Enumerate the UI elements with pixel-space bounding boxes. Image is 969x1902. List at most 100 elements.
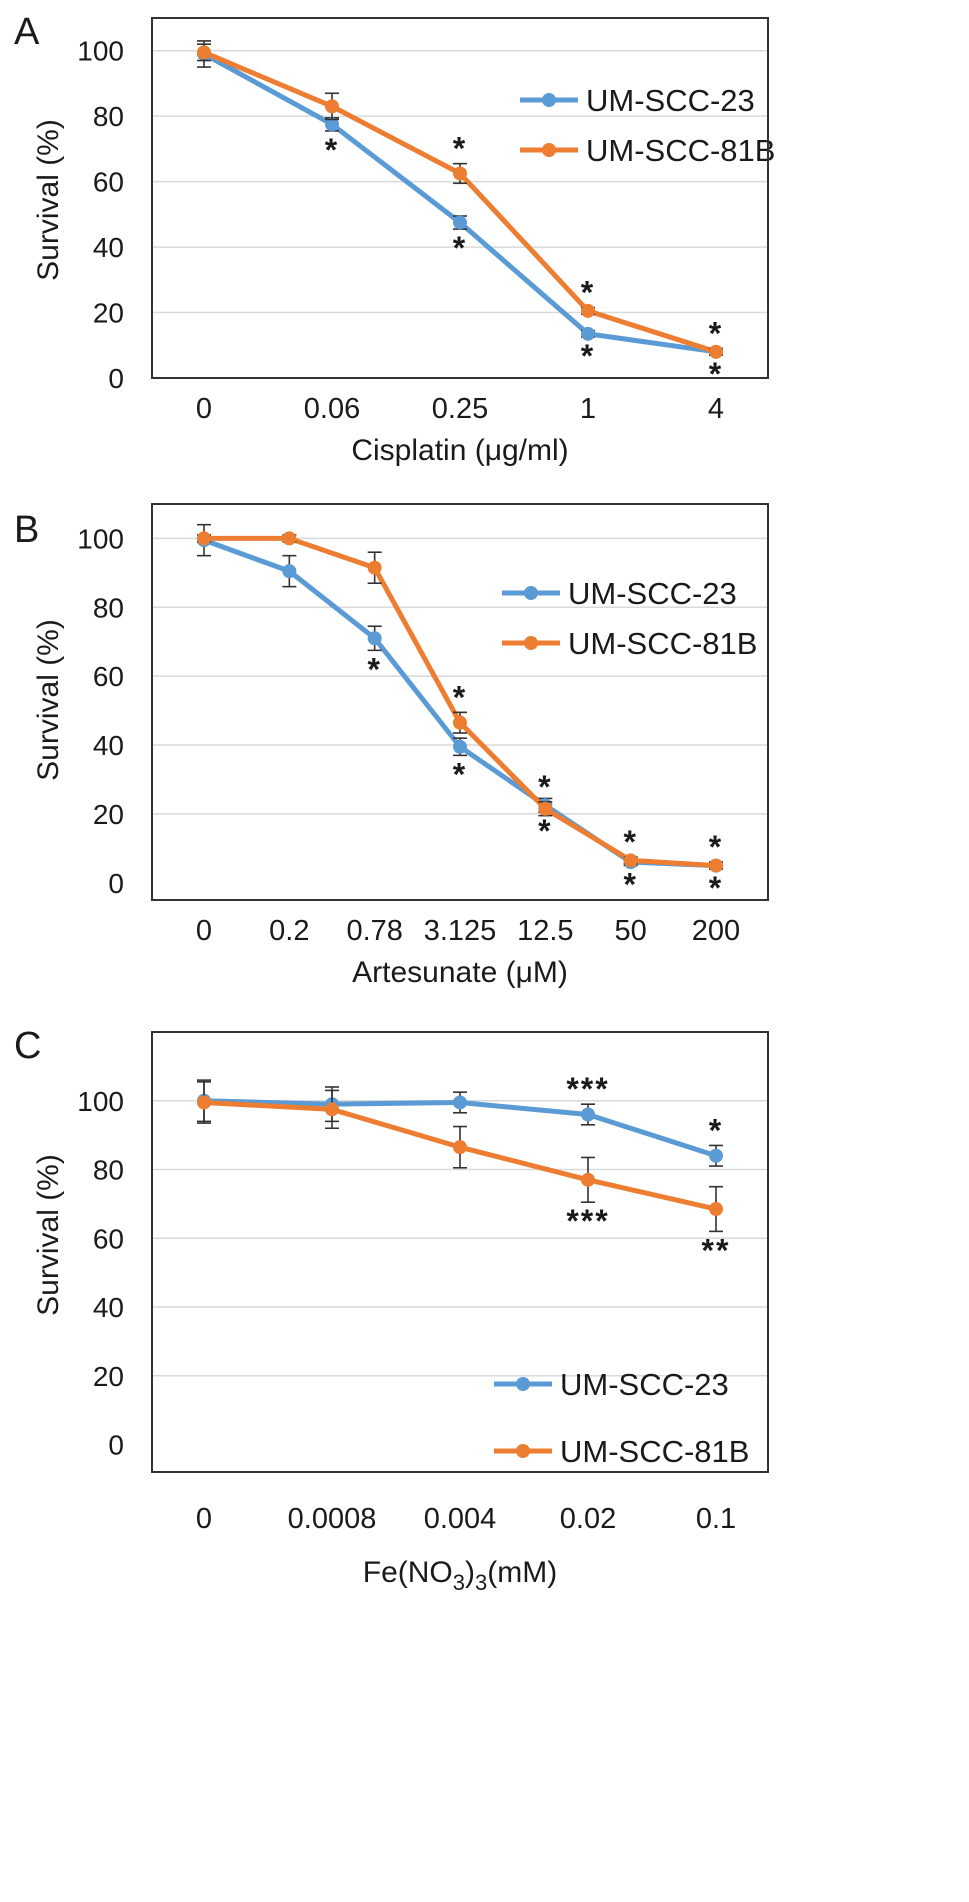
x-tick-label: 50 (615, 915, 647, 947)
data-point (325, 117, 339, 132)
significance-mark: *** (566, 1071, 609, 1107)
significance-mark: * (581, 338, 595, 374)
legend: UM-SCC-23 UM-SCC-81B (502, 576, 757, 661)
x-tick-label: 0.004 (424, 1503, 497, 1535)
significance-mark: * (453, 756, 467, 792)
y-tick-label: 60 (93, 1223, 124, 1254)
data-point (325, 1102, 339, 1117)
x-axis-label: Artesunate (μM) (352, 956, 568, 989)
significance-mark: * (709, 1112, 723, 1148)
series-um-scc-23: **** (197, 1071, 723, 1167)
series-um-scc-81b: * * * * (197, 531, 723, 873)
y-tick-label: 100 (77, 36, 124, 67)
y-tick-label: 100 (77, 523, 124, 554)
legend-swatch-marker (524, 586, 538, 600)
data-point (453, 1140, 467, 1155)
chart-panel-B: B 0 20 40 60 80 100 0 0.2 0.78 3.125 12.5 50 200 Survi… (14, 503, 769, 989)
significance-mark: * (623, 824, 637, 860)
series-um-scc-81b: * * * (197, 43, 723, 359)
significance-mark: *** (566, 1203, 609, 1239)
y-tick-label: 0 (108, 363, 124, 394)
significance-mark: * (538, 813, 552, 849)
x-tick-label: 4 (708, 393, 724, 425)
significance-mark: * (709, 316, 723, 352)
significance-mark: * (453, 679, 467, 715)
x-axis-label-part: ) (465, 1556, 475, 1589)
y-tick-label: 20 (93, 799, 124, 830)
x-axis-label-part: 3 (453, 1570, 465, 1595)
legend-swatch-marker (524, 636, 538, 650)
legend-swatch-marker (516, 1377, 530, 1391)
data-point (453, 739, 467, 754)
x-axis-label-part: (mM) (487, 1556, 557, 1589)
data-point (581, 1107, 595, 1122)
series-um-scc-23: * * * * (197, 40, 723, 392)
significance-mark: * (581, 275, 595, 311)
y-tick-label: 40 (93, 1292, 124, 1323)
chart-panel-C: C 0 20 40 60 80 100 0 0.0008 0.004 0.02 0.1 Survival… (14, 1025, 769, 1595)
significance-mark: ** (702, 1232, 731, 1268)
chart-panel-A: A 0 20 40 60 80 100 0 0.06 0.25 1 4 Survival (%) Cisp… (14, 11, 775, 467)
data-point (709, 344, 723, 359)
y-tick-label: 40 (93, 730, 124, 761)
significance-mark: * (367, 651, 381, 687)
y-tick-label: 0 (108, 868, 124, 899)
y-tick-label: 20 (93, 1361, 124, 1392)
legend-entry: UM-SCC-23 (586, 83, 755, 118)
significance-mark: * (325, 132, 339, 168)
legend: UM-SCC-23 UM-SCC-81B (494, 1367, 749, 1469)
x-tick-label: 0.78 (346, 915, 402, 947)
y-tick-label: 80 (93, 101, 124, 132)
data-point (709, 1202, 723, 1217)
x-tick-label: 0.02 (560, 1503, 616, 1535)
x-tick-label: 0.1 (696, 1503, 736, 1535)
data-point (623, 853, 638, 868)
data-point (197, 531, 211, 546)
x-tick-label: 0 (196, 393, 212, 425)
y-tick-label: 100 (77, 1086, 124, 1117)
data-point (453, 166, 467, 181)
data-point (538, 801, 553, 816)
legend-entry: UM-SCC-23 (560, 1367, 729, 1402)
legend-swatch-marker (516, 1444, 530, 1458)
legend-swatch-marker (542, 143, 556, 157)
significance-mark: * (453, 230, 467, 266)
data-point (367, 631, 382, 646)
x-tick-label: 0.06 (304, 393, 360, 425)
y-tick-label: 80 (93, 1155, 124, 1186)
x-tick-label: 0.2 (269, 915, 309, 947)
data-point (325, 99, 339, 114)
significance-mark: * (453, 131, 467, 167)
x-tick-label: 200 (692, 915, 740, 947)
data-point (282, 564, 297, 579)
y-tick-label: 60 (93, 167, 124, 198)
significance-mark: * (538, 769, 552, 805)
data-point (453, 215, 467, 230)
legend: UM-SCC-23 UM-SCC-81B (520, 83, 775, 168)
data-point (581, 1172, 595, 1187)
x-axis-label-part: Fe(NO (363, 1556, 453, 1589)
data-point (367, 560, 382, 575)
x-axis-label: Fe(NO3)3(mM) (363, 1556, 557, 1595)
y-axis-label: Survival (%) (32, 619, 65, 781)
series-um-scc-81b: ***** (197, 1081, 731, 1268)
x-tick-label: 0.0008 (288, 1503, 377, 1535)
data-point (197, 45, 211, 60)
x-axis-label: Cisplatin (μg/ml) (351, 434, 568, 467)
legend-entry: UM-SCC-23 (568, 576, 737, 611)
plot-frame (151, 17, 769, 379)
y-tick-label: 20 (93, 298, 124, 329)
significance-mark: * (709, 829, 723, 865)
legend-swatch-marker (542, 93, 556, 107)
legend-entry: UM-SCC-81B (586, 133, 775, 168)
data-point (709, 1148, 723, 1163)
data-point (282, 531, 297, 546)
data-point (709, 858, 723, 873)
y-tick-label: 80 (93, 592, 124, 623)
x-tick-label: 0.25 (432, 393, 488, 425)
x-tick-label: 0 (196, 915, 212, 947)
plot-frame (151, 1031, 769, 1473)
data-point (581, 303, 595, 318)
y-axis-label: Survival (%) (32, 119, 65, 281)
